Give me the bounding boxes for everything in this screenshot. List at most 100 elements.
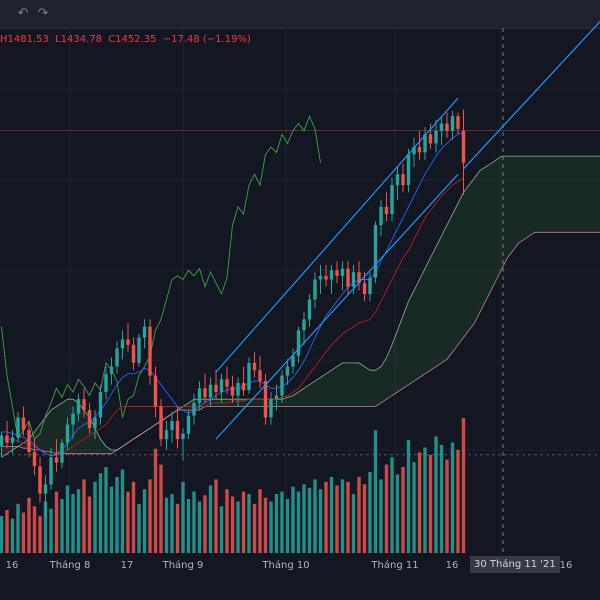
volume-bar [362,484,367,553]
volume-bar [214,479,218,553]
candle-body [87,410,92,429]
cloud-segment [309,381,315,407]
volume-bar [461,418,466,553]
cloud-segment [419,268,425,378]
volume-bar [76,489,81,553]
x-tick-label: Tháng 8 [49,560,91,571]
volume-bar [329,476,334,553]
cloud-segment [458,192,464,345]
candle-body [302,319,306,331]
volume-bar [318,489,323,553]
cloud-segment [436,235,442,367]
candle-body [307,299,312,320]
candle-body [280,375,284,396]
undo-icon[interactable]: ↶ [17,6,29,21]
cloud-segment [441,225,447,363]
candle-body [318,275,323,280]
x-tick-label: 17 [120,560,134,571]
volume-bar [104,467,108,553]
candle-body [32,451,37,467]
volume-bar [439,445,444,553]
volume-bar [324,481,328,553]
volume-bar [137,503,141,553]
candle-body [313,279,317,300]
ohlc-change: −17.48 (−1.19%) [162,34,251,45]
cloud-segment [447,214,453,360]
cloud-segment [304,384,310,407]
volume-bar [93,481,97,553]
cloud-segment [507,156,513,258]
redo-icon[interactable]: ↷ [37,6,49,21]
cloud-segment [315,377,321,407]
cloud-segment [529,156,535,236]
senkou-span-b [1,231,600,455]
candle-body [428,134,433,144]
candle-body [197,388,202,403]
cloud-segment [348,362,354,407]
candle-body [219,379,224,392]
candle-body [362,283,367,294]
cloud-segment [408,290,414,385]
volume-bar [208,485,213,553]
candle-body [296,330,301,356]
volume-bar [170,494,174,553]
cloud-segment [238,399,244,407]
cloud-segment [298,388,304,407]
volume-bar [456,449,460,553]
cloud-segment [78,402,84,454]
volume-bar [71,494,75,553]
volume-bar [230,496,235,553]
candle-body [285,366,290,376]
cloud-segment [469,177,475,331]
cloud-segment [430,246,436,371]
volume-bar [296,491,301,553]
candle-body [203,388,207,398]
volume-bar [241,491,246,553]
volume-bar [148,479,152,553]
candle-body [384,206,389,215]
volume-bar [126,491,130,553]
volume-bar [351,494,356,553]
candle-body [456,116,460,129]
volume-bar [131,481,136,553]
volume-bar [357,476,361,553]
cloud-segment [51,406,57,454]
cloud-segment [595,156,600,233]
cloud-segment [205,399,211,407]
cloud-segment [359,362,365,407]
volume-bar [225,489,229,553]
cloud-segment [34,424,40,451]
cloud-segment [474,170,480,324]
candle-body [142,326,147,338]
x-tick-label: 16 [445,560,459,571]
candle-body [186,415,191,434]
volume-bar [38,516,42,553]
volume-bar [428,454,433,553]
volume-bar [175,503,180,553]
cloud-segment [331,366,337,407]
candle-body [181,433,185,440]
volume-bar [27,497,31,553]
volume-bar [252,503,257,553]
trend-line [215,173,459,440]
volume-bar [197,501,202,553]
cloud-segment [287,395,293,407]
volume-bar [417,452,422,553]
volume-bar [5,510,9,553]
candle-body [450,116,455,131]
cloud-segment [502,156,508,269]
time-axis[interactable]: 16 Tháng 8 17 Tháng 9 Tháng 10 Tháng 11 … [0,555,600,579]
volume-bar [219,506,224,553]
candle-body [159,406,163,440]
volume-bar [340,479,345,553]
cloud-segment [403,301,409,389]
candle-body [76,399,81,414]
candle-body [192,402,196,416]
candle-body [208,384,213,398]
cloud-segment [100,439,106,454]
candle-body [445,123,449,131]
ohlc-legend: H1481.53 L1434.78 C1452.35 −17.48 (−1.19… [0,34,254,45]
volume-bar [390,457,394,553]
